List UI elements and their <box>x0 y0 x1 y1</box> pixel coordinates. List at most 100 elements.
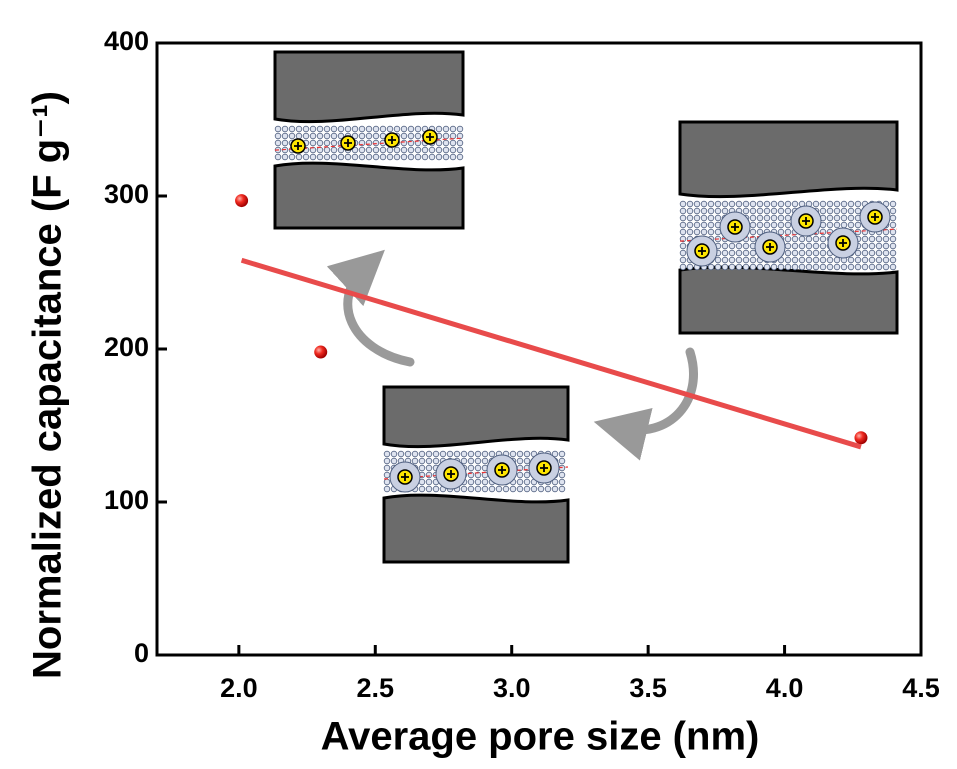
solvent <box>784 235 792 243</box>
solvent <box>693 228 701 236</box>
solvent <box>551 478 559 486</box>
solvent <box>383 485 391 493</box>
x-tick-label: 3.0 <box>493 673 531 703</box>
solvent <box>714 207 722 215</box>
solvent <box>798 242 806 250</box>
solvent <box>442 132 450 140</box>
solvent <box>316 125 324 133</box>
solvent <box>425 450 433 458</box>
solvent <box>763 221 771 229</box>
solvent <box>295 125 303 133</box>
solvent <box>693 214 701 222</box>
solvent <box>425 457 433 465</box>
solvent <box>805 249 813 257</box>
solvent <box>875 235 883 243</box>
solvent <box>337 153 345 161</box>
solvent <box>889 263 897 271</box>
solvent <box>749 207 757 215</box>
solvent <box>523 478 531 486</box>
pore-illustration <box>382 385 570 564</box>
solvent <box>558 457 566 465</box>
solvent <box>826 263 834 271</box>
solvent <box>274 125 282 133</box>
solvent <box>288 125 296 133</box>
solvent <box>418 457 426 465</box>
solvent <box>351 125 359 133</box>
solvent <box>686 214 694 222</box>
solvent <box>467 485 475 493</box>
solvent <box>516 471 524 479</box>
solvent <box>467 464 475 472</box>
pore-wall <box>678 265 899 335</box>
solvent <box>784 242 792 250</box>
solvent <box>365 132 373 140</box>
solvent <box>791 249 799 257</box>
plus <box>839 239 847 247</box>
solvent <box>379 146 387 154</box>
solvent <box>854 263 862 271</box>
solvent <box>777 263 785 271</box>
solvent <box>316 153 324 161</box>
solvent <box>714 263 722 271</box>
x-tick-label: 2.0 <box>220 673 258 703</box>
solvent <box>442 125 450 133</box>
solvent <box>833 263 841 271</box>
solvent <box>386 153 394 161</box>
solvent <box>833 207 841 215</box>
solvent <box>854 207 862 215</box>
solvent <box>784 249 792 257</box>
solvent <box>425 478 433 486</box>
solvent <box>798 256 806 264</box>
solvent <box>414 125 422 133</box>
x-tick-label: 3.5 <box>629 673 667 703</box>
plus <box>447 470 455 478</box>
solvent <box>686 221 694 229</box>
solvent <box>882 256 890 264</box>
solvent <box>861 249 869 257</box>
solvent <box>530 485 538 493</box>
solvent <box>868 249 876 257</box>
solvent <box>383 450 391 458</box>
solvent <box>407 125 415 133</box>
solvent <box>721 207 729 215</box>
solvent <box>686 263 694 271</box>
solvent <box>826 207 834 215</box>
solvent <box>693 200 701 208</box>
solvent <box>323 139 331 147</box>
solvent <box>840 200 848 208</box>
solvent <box>414 153 422 161</box>
solvent <box>365 139 373 147</box>
solvent <box>558 471 566 479</box>
solvent <box>456 125 464 133</box>
solvent <box>281 153 289 161</box>
solvent <box>847 263 855 271</box>
solvent <box>344 153 352 161</box>
solvent <box>411 457 419 465</box>
solvent <box>826 256 834 264</box>
solvent <box>770 207 778 215</box>
solvent <box>847 200 855 208</box>
solvent <box>742 249 750 257</box>
solvent <box>833 256 841 264</box>
solvent <box>383 464 391 472</box>
solvent <box>481 485 489 493</box>
solvent <box>742 263 750 271</box>
solvent <box>798 235 806 243</box>
solvent <box>544 485 552 493</box>
solvent <box>281 139 289 147</box>
solvent <box>756 228 764 236</box>
solvent <box>749 256 757 264</box>
solvent <box>551 450 559 458</box>
solvent <box>749 228 757 236</box>
solvent <box>344 125 352 133</box>
solvent <box>840 263 848 271</box>
solvent <box>889 256 897 264</box>
solvent <box>819 242 827 250</box>
solvent <box>435 125 443 133</box>
solvent <box>274 153 282 161</box>
solvent <box>330 146 338 154</box>
solvent <box>707 263 715 271</box>
solvent <box>700 221 708 229</box>
solvent <box>358 146 366 154</box>
